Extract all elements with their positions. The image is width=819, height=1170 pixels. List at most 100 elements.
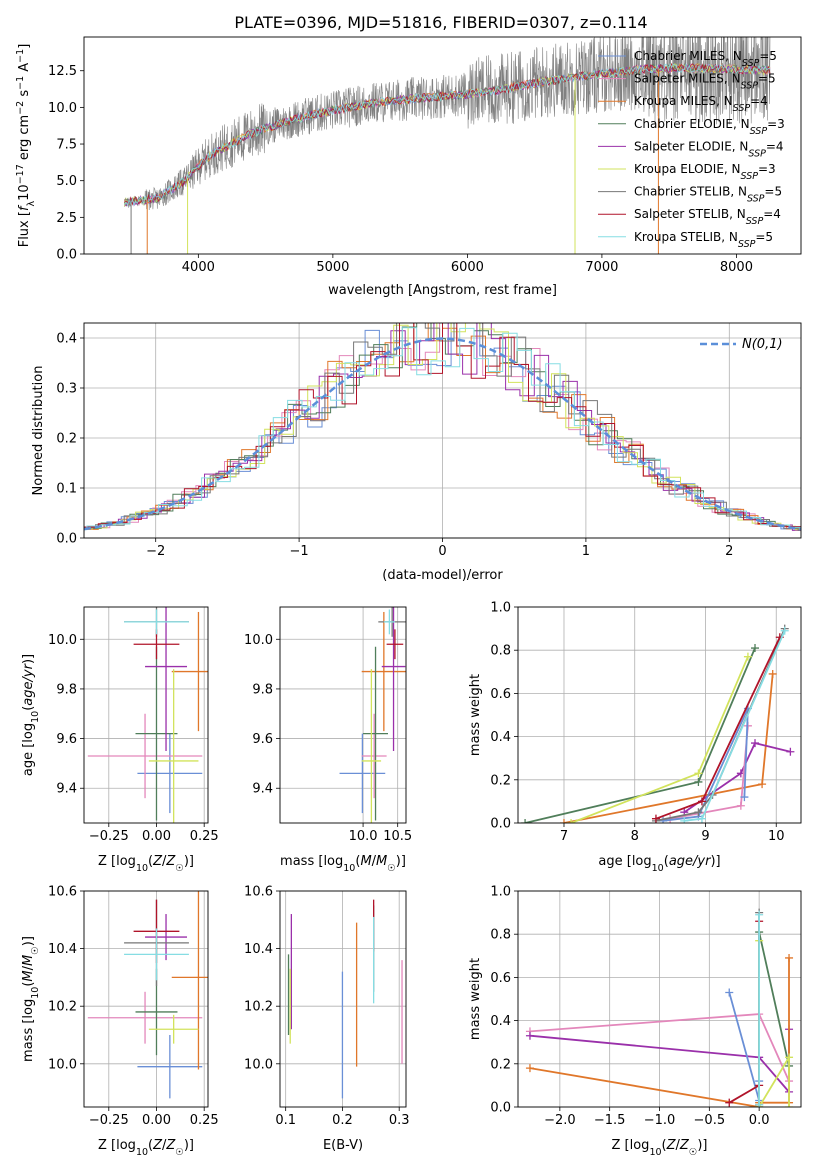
spectrum-legend: Chabrier MILES, NSSP=5 Salpeter MILES, NS… bbox=[598, 49, 785, 249]
weight-marker bbox=[785, 1103, 794, 1107]
y-tick-label: 0.8 bbox=[490, 644, 511, 659]
histogram-step bbox=[84, 323, 801, 531]
x-tick-label: 7000 bbox=[585, 260, 618, 275]
y-tick-label: 0.3 bbox=[56, 382, 77, 397]
x-tick-label: 10.5 bbox=[383, 829, 412, 844]
histogram-step bbox=[84, 323, 801, 531]
weight-line bbox=[662, 708, 749, 822]
x-tick-label: 0.2 bbox=[332, 1113, 353, 1128]
y-tick-label: 10.0 bbox=[244, 633, 273, 648]
weight-marker bbox=[694, 777, 703, 786]
x-tick-label: −2.0 bbox=[544, 1113, 576, 1128]
spectrum-panel: 4000 5000 6000 7000 8000 0.0 2.5 5.0 7.5 10.0 12.5… bbox=[15, 36, 802, 298]
weight-lines bbox=[525, 908, 794, 1107]
y-tick-label: 0.4 bbox=[490, 1014, 511, 1029]
x-tick-label: 7 bbox=[560, 829, 568, 844]
legend-label: Chabrier MILES, NSSP=5 bbox=[634, 49, 777, 69]
weight-marker bbox=[694, 769, 703, 778]
weight-marker bbox=[740, 793, 749, 802]
y-tick-label: 2.5 bbox=[56, 211, 77, 226]
y-axis-label: mass weight bbox=[468, 674, 483, 756]
errorbar-point bbox=[87, 713, 203, 799]
massweight_vs_age-panel: 7 8 9 10 0.0 0.2 0.4 0.6 0.8 1.0 age [log10(age/yr… bbox=[468, 601, 802, 874]
x-tick-label: 5000 bbox=[316, 260, 349, 275]
weight-marker bbox=[525, 1031, 534, 1040]
x-axis-label: Z [log10(Z/Z☉)] bbox=[98, 854, 194, 874]
errorbar-point bbox=[145, 607, 188, 751]
errorbars bbox=[287, 899, 403, 1099]
y-axis-label: Normed distribution bbox=[31, 366, 46, 496]
legend-label: Salpeter MILES, NSSP=5 bbox=[634, 72, 776, 92]
axes-frame bbox=[83, 606, 209, 824]
y-tick-label: 0.1 bbox=[56, 482, 77, 497]
weight-marker bbox=[697, 814, 706, 823]
errorbar-point bbox=[148, 1014, 199, 1044]
x-axis-label: age [log10(age/yr)] bbox=[598, 854, 720, 874]
x-tick-label: 0.00 bbox=[142, 1113, 171, 1128]
x-tick-label: 9 bbox=[701, 829, 709, 844]
model-line bbox=[124, 62, 771, 207]
legend-label: Salpeter ELODIE, NSSP=4 bbox=[634, 139, 784, 159]
x-tick-label: 10.0 bbox=[349, 829, 378, 844]
x-axis-label: mass [log10(M/M☉)] bbox=[280, 854, 406, 874]
spectrum-lines bbox=[124, 37, 771, 254]
y-tick-label: 9.6 bbox=[56, 732, 77, 747]
y-axis-label: mass [log10(M/M☉)] bbox=[21, 936, 41, 1062]
axes-frame bbox=[83, 36, 802, 255]
x-axis-label: wavelength [Angstrom, rest frame] bbox=[328, 283, 557, 298]
weight-marker bbox=[755, 910, 764, 919]
errorbar-point bbox=[381, 607, 406, 751]
y-tick-label: 0.0 bbox=[490, 817, 511, 832]
y-tick-label: 0.2 bbox=[56, 432, 77, 447]
errorbar-point bbox=[386, 629, 404, 660]
weight-marker bbox=[768, 669, 777, 678]
weight-marker bbox=[725, 1098, 734, 1107]
weight-marker bbox=[694, 808, 703, 817]
mass_vs_ebv-panel: 0.1 0.2 0.3 10.0 10.2 10.4 10.6 bbox=[244, 885, 409, 1129]
x-tick-label: 0.0 bbox=[749, 1113, 770, 1128]
x-tick-label: 0.25 bbox=[190, 829, 219, 844]
weight-marker bbox=[680, 816, 689, 823]
weight-marker bbox=[736, 801, 745, 810]
age_vs_Z-panel: −0.25 0.00 0.25 9.4 9.6 9.8 10.0 Z [log10(Z/Z☉)… bbox=[21, 606, 219, 874]
weight-marker bbox=[743, 652, 752, 661]
x-tick-label: 8000 bbox=[720, 260, 753, 275]
histograms bbox=[84, 323, 801, 533]
spectrum-data-line bbox=[124, 37, 771, 211]
weight-marker bbox=[525, 1064, 534, 1073]
x-tick-label: 4000 bbox=[182, 260, 215, 275]
errorbar-point bbox=[361, 713, 387, 799]
x-tick-label: −1.5 bbox=[594, 1113, 626, 1128]
y-tick-label: 10.0 bbox=[244, 1057, 273, 1072]
weight-marker bbox=[567, 819, 576, 823]
histogram-step bbox=[84, 323, 801, 532]
age_vs_mass-panel: 10.0 10.5 9.4 9.6 9.8 10.0 mass [log10(M/M☉)] bbox=[244, 606, 412, 874]
weight-marker bbox=[659, 816, 668, 823]
y-tick-label: 0.8 bbox=[490, 928, 511, 943]
errorbar-point bbox=[171, 611, 208, 732]
y-axis-label: mass weight bbox=[468, 958, 483, 1040]
legend-label: Kroupa ELODIE, NSSP=3 bbox=[634, 162, 776, 182]
y-tick-label: 10.0 bbox=[48, 1057, 77, 1072]
y-tick-label: 10.2 bbox=[244, 1000, 273, 1015]
x-axis-label: Z [log10(Z/Z☉)] bbox=[611, 1138, 707, 1158]
weight-marker bbox=[521, 819, 530, 823]
y-tick-label: 7.5 bbox=[56, 138, 77, 153]
errorbar-point bbox=[87, 991, 203, 1044]
legend-label: N(0,1) bbox=[742, 337, 783, 352]
y-tick-label: 10.0 bbox=[48, 633, 77, 648]
legend-label: Kroupa STELIB, NSSP=5 bbox=[634, 230, 773, 250]
y-tick-label: 10.6 bbox=[48, 885, 77, 900]
y-tick-label: 1.0 bbox=[490, 885, 511, 900]
x-tick-label: −0.25 bbox=[89, 829, 129, 844]
y-tick-label: 0.0 bbox=[56, 532, 77, 547]
errorbar-point bbox=[145, 914, 188, 961]
y-tick-label: 12.5 bbox=[48, 64, 77, 79]
errorbar-point bbox=[171, 891, 208, 1070]
weight-marker bbox=[785, 1053, 794, 1062]
figure-title: PLATE=0396, MJD=51816, FIBERID=0307, z=0… bbox=[234, 13, 647, 32]
weight-marker bbox=[725, 988, 734, 997]
x-axis-label: (data-model)/error bbox=[382, 568, 503, 583]
errorbar-point bbox=[148, 669, 199, 823]
